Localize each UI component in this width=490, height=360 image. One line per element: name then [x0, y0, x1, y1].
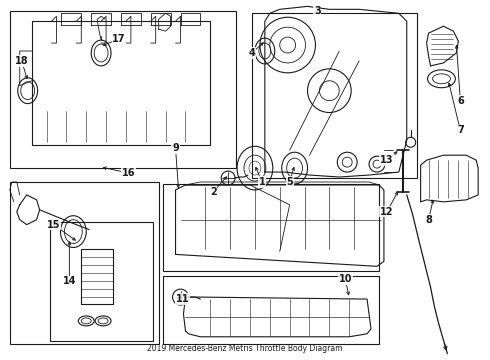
Text: 14: 14	[63, 276, 76, 286]
Text: 6: 6	[457, 96, 464, 105]
Bar	[10, 11, 236, 168]
Bar	[49, 222, 153, 341]
Text: 2019 Mercedes-Benz Metris Throttle Body Diagram: 2019 Mercedes-Benz Metris Throttle Body …	[147, 344, 343, 353]
Text: 12: 12	[380, 207, 393, 217]
Bar	[10, 182, 159, 344]
Text: 15: 15	[47, 220, 60, 230]
Text: 4: 4	[248, 48, 255, 58]
Text: 13: 13	[380, 155, 393, 165]
Text: 18: 18	[15, 56, 28, 66]
Bar	[252, 13, 416, 178]
Text: 5: 5	[286, 177, 293, 187]
Text: 11: 11	[176, 294, 189, 304]
Text: 17: 17	[112, 34, 126, 44]
Text: 9: 9	[172, 143, 179, 153]
Bar	[163, 276, 379, 344]
Text: 7: 7	[457, 125, 464, 135]
Text: 1: 1	[259, 177, 265, 187]
Text: 10: 10	[339, 274, 352, 284]
Text: 16: 16	[122, 168, 136, 178]
Text: 2: 2	[210, 187, 217, 197]
Bar	[163, 184, 379, 271]
Text: 8: 8	[425, 215, 432, 225]
Text: 3: 3	[314, 6, 321, 16]
